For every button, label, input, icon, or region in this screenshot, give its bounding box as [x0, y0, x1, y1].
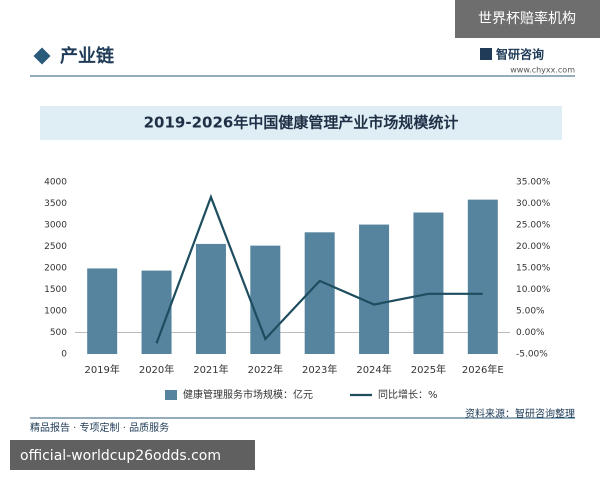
x-tick-label: 2024年 — [356, 363, 391, 376]
y2-tick-label: 35.00% — [516, 178, 551, 188]
y-tick-label: 0 — [61, 350, 67, 360]
footer: 精品报告 · 专项定制 · 品质服务 — [30, 421, 169, 434]
x-tick-label: 2026年E — [462, 363, 504, 376]
legend-swatch — [165, 390, 177, 400]
bar — [413, 212, 444, 354]
bar — [359, 224, 390, 354]
y2-tick-label: 0.00% — [516, 328, 545, 338]
y2-tick-label: 5.00% — [516, 307, 545, 317]
x-tick-label: 2022年 — [248, 363, 283, 376]
source: 资料来源：智研咨询整理 — [465, 407, 575, 420]
legend-label: 健康管理服务市场规模：亿元 — [183, 388, 313, 401]
legend-label: 同比增长：% — [378, 388, 438, 401]
y-tick-label: 3000 — [44, 221, 67, 231]
y-tick-label: 1500 — [44, 285, 67, 295]
y-tick-label: 1000 — [44, 307, 67, 317]
y-tick-label: 4000 — [44, 178, 67, 188]
y2-tick-label: 25.00% — [516, 221, 551, 231]
x-tick-label: 2025年 — [411, 363, 446, 376]
bar — [195, 243, 226, 354]
bar — [467, 199, 498, 354]
x-tick-label: 2023年 — [302, 363, 337, 376]
url: www.chyxx.com — [510, 66, 575, 75]
y2-tick-label: 15.00% — [516, 264, 551, 274]
y-tick-label: 3500 — [44, 199, 67, 209]
badge-box — [455, 0, 600, 38]
brand-logo — [480, 48, 492, 60]
y-tick-label: 2000 — [44, 264, 67, 274]
bar — [87, 268, 118, 354]
title-band — [40, 106, 562, 140]
badge: 世界杯赔率机构 — [478, 10, 576, 27]
y2-tick-label: 30.00% — [516, 199, 551, 209]
y2-tick-label: 10.00% — [516, 285, 551, 295]
line — [155, 193, 483, 344]
chart-title: 2019-2026年中国健康管理产业市场规模统计 — [144, 114, 459, 132]
section-icon — [33, 47, 51, 65]
y2-tick-label: -5.00% — [516, 350, 548, 360]
watermark: official-worldcup26odds.com — [20, 448, 221, 464]
x-tick-label: 2021年 — [193, 363, 228, 376]
x-tick-label: 2020年 — [139, 363, 174, 376]
y-tick-label: 2500 — [44, 242, 67, 252]
brand: 智研咨询 — [495, 47, 544, 62]
section-title: 产业链 — [60, 45, 115, 67]
y2-tick-label: 20.00% — [516, 242, 551, 252]
y-tick-label: 500 — [50, 328, 67, 338]
watermark-box — [10, 440, 255, 470]
x-tick-label: 2019年 — [84, 363, 119, 376]
